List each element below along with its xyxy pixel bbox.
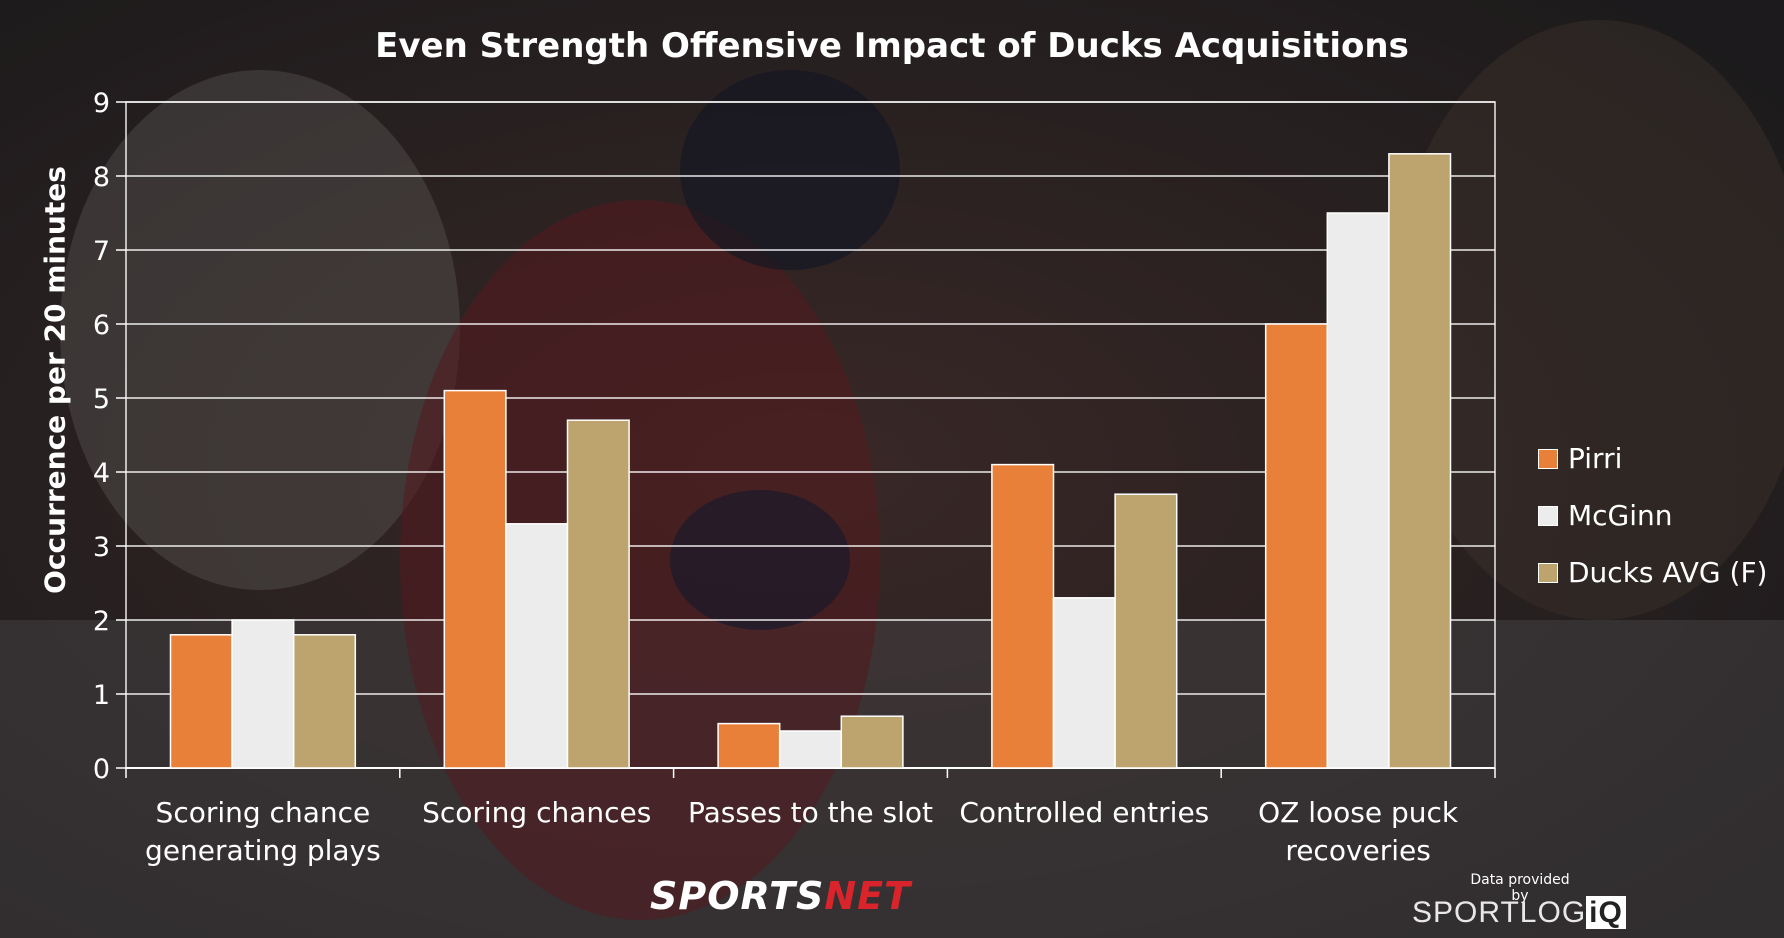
bar: [717, 722, 781, 769]
bar: [169, 634, 233, 769]
sportlogiq-logo-main: SPORTLOG: [1412, 896, 1587, 929]
y-tick-label: 8: [93, 162, 110, 193]
sportsnet-logo: SPORTSNET: [650, 874, 911, 918]
bar: [443, 389, 507, 769]
y-tick-label: 4: [93, 458, 110, 489]
legend-swatch-ducks-avg: [1538, 562, 1558, 583]
legend-item-mcginn: McGinn: [1538, 487, 1767, 544]
sportsnet-logo-prefix: SPORTS: [650, 874, 825, 918]
bar: [1326, 212, 1390, 769]
x-tick-label: OZ loose puck: [1258, 796, 1459, 829]
y-tick-label: 7: [93, 236, 110, 267]
y-tick-label: 9: [93, 88, 110, 119]
sportlogiq-logo-suffix: iQ: [1586, 896, 1626, 929]
bar: [231, 619, 295, 769]
x-tick-label: Scoring chances: [422, 796, 651, 829]
y-tick-label: 5: [93, 384, 110, 415]
x-tick-label: Controlled entries: [959, 796, 1209, 829]
legend-label-ducks-avg: Ducks AVG (F): [1568, 556, 1768, 589]
legend-swatch-pirri: [1538, 448, 1558, 469]
y-axis-label: Occurrence per 20 minutes: [38, 166, 72, 594]
y-tick-label: 2: [93, 606, 110, 637]
legend-label-mcginn: McGinn: [1568, 499, 1673, 532]
data-credit-text: Data provided by: [1470, 872, 1570, 904]
bar: [1114, 493, 1178, 769]
y-tick-label: 1: [93, 680, 110, 711]
bar: [505, 523, 569, 769]
y-tick-label: 6: [93, 310, 110, 341]
bar: [1388, 153, 1452, 769]
legend-label-pirri: Pirri: [1568, 442, 1623, 475]
legend-item-pirri: Pirri: [1538, 430, 1767, 487]
y-tick-label: 0: [93, 754, 110, 785]
legend-item-ducks-avg: Ducks AVG (F): [1538, 544, 1767, 601]
legend-swatch-mcginn: [1538, 505, 1558, 526]
bar: [1052, 597, 1116, 769]
bar: [1264, 323, 1329, 769]
x-tick-label: generating plays: [145, 834, 381, 867]
bar: [566, 419, 630, 769]
x-tick-label: Scoring chance: [156, 796, 371, 829]
sportlogiq-logo: SPORTLOG iQ: [1412, 896, 1626, 930]
legend: Pirri McGinn Ducks AVG (F): [1538, 430, 1767, 601]
x-tick-label: Passes to the slot: [688, 796, 933, 829]
bar: [778, 730, 843, 769]
sportsnet-logo-suffix: NET: [824, 874, 912, 918]
x-tick-label: recoveries: [1285, 834, 1431, 867]
chart-title: Even Strength Offensive Impact of Ducks …: [375, 26, 1409, 66]
bar: [292, 634, 357, 769]
bar: [991, 463, 1055, 769]
bar: [840, 715, 904, 769]
y-tick-label: 3: [93, 532, 110, 563]
